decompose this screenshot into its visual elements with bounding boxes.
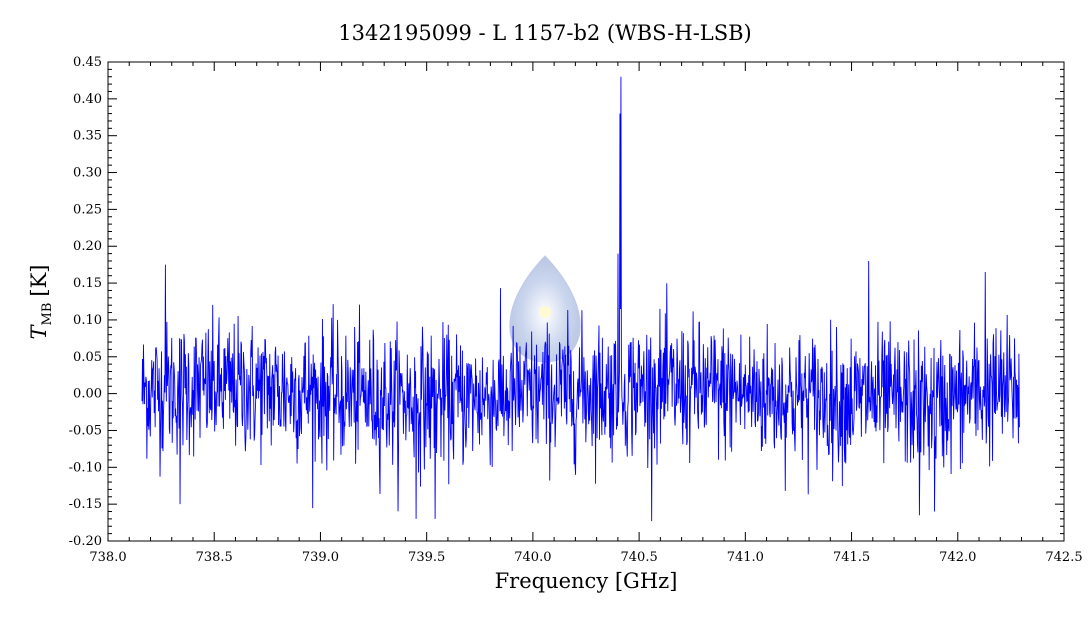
y-axis-label-sub: MB bbox=[40, 303, 55, 326]
x-tick-label: 738.0 bbox=[89, 550, 126, 565]
x-tick-label: 739.0 bbox=[302, 550, 339, 565]
x-tick-label: 742.5 bbox=[1045, 550, 1082, 565]
y-tick-label: -0.20 bbox=[69, 534, 102, 549]
y-axis: -0.20 -0.15 -0.10 -0.05 0.00 0.05 0.10 0.15 0.20… bbox=[69, 55, 1064, 549]
y-tick-label: 0.15 bbox=[73, 276, 102, 291]
y-axis-label: TMB [K] bbox=[27, 265, 55, 340]
y-tick-label: 0.30 bbox=[73, 166, 102, 181]
y-tick-label: -0.10 bbox=[69, 460, 102, 475]
y-tick-label: 0.35 bbox=[73, 129, 102, 144]
y-tick-label: 0.40 bbox=[73, 92, 102, 107]
x-tick-label: 740.5 bbox=[621, 550, 658, 565]
x-axis: 738.0 738.5 739.0 739.5 740.0 740.5 741.0 741.5… bbox=[89, 62, 1083, 565]
y-tick-label: -0.05 bbox=[69, 423, 102, 438]
x-tick-label: 738.5 bbox=[196, 550, 233, 565]
x-tick-label: 739.5 bbox=[408, 550, 445, 565]
y-tick-label: -0.15 bbox=[69, 497, 102, 512]
x-tick-label: 741.5 bbox=[833, 550, 870, 565]
y-tick-label: 0.25 bbox=[73, 202, 102, 217]
y-tick-label: 0.10 bbox=[73, 313, 102, 328]
chart-title: 1342195099 - L 1157-b2 (WBS-H-LSB) bbox=[338, 21, 752, 45]
y-tick-label: 0.20 bbox=[73, 239, 102, 254]
x-tick-label: 742.0 bbox=[939, 550, 976, 565]
spectrum-series-line bbox=[141, 76, 1020, 522]
series-layer bbox=[141, 76, 1020, 522]
x-tick-label: 741.0 bbox=[727, 550, 764, 565]
y-axis-label-main: T bbox=[27, 323, 51, 339]
y-tick-label: 0.45 bbox=[73, 55, 102, 70]
x-axis-label: Frequency [GHz] bbox=[495, 569, 678, 593]
hifi-logo bbox=[509, 255, 581, 363]
x-tick-label: 740.0 bbox=[514, 550, 551, 565]
y-tick-label: 0.00 bbox=[73, 387, 102, 402]
plot-frame bbox=[107, 61, 1065, 542]
y-axis-label-unit: [K] bbox=[27, 265, 51, 297]
y-tick-label: 0.05 bbox=[73, 350, 102, 365]
